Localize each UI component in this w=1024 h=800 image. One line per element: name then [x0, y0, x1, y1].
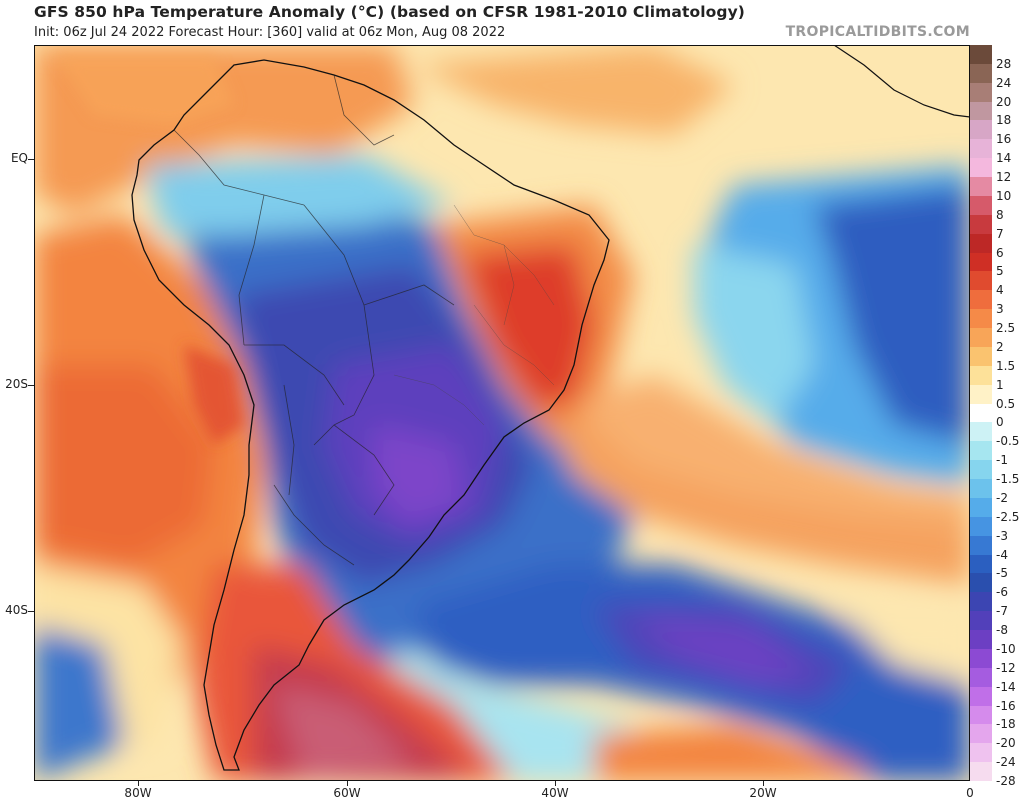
colorbar-swatch: [970, 309, 992, 329]
colorbar-swatch: [970, 743, 992, 763]
lat-label-eq: EQ: [10, 151, 28, 165]
colorbar-label: -7: [996, 604, 1008, 619]
colorbar-swatch: [970, 195, 992, 216]
colorbar-label: 1.5: [996, 358, 1016, 373]
colorbar-label: -16: [996, 698, 1016, 713]
lon-label-0: 0: [966, 786, 974, 800]
colorbar-label: 2: [996, 339, 1004, 354]
colorbar-swatch: [970, 460, 992, 480]
colorbar-label: -10: [996, 641, 1016, 656]
colorbar-swatch: [970, 648, 992, 669]
colorbar-label: 16: [996, 132, 1012, 147]
colorbar-label: -24: [996, 755, 1016, 770]
lat-label-40s: 40S: [5, 603, 28, 617]
colorbar-label: 24: [996, 75, 1012, 90]
colorbar-swatch: [970, 101, 992, 121]
lat-label-20s: 20S: [5, 377, 28, 391]
map-title: GFS 850 hPa Temperature Anomaly (°C) (ba…: [34, 3, 745, 21]
colorbar-swatch: [970, 177, 992, 197]
colorbar-label: 14: [996, 151, 1012, 166]
colorbar-swatch: [970, 724, 992, 744]
colorbar-label: 2.5: [996, 321, 1016, 336]
lon-tick: [555, 781, 556, 786]
colorbar-label: 28: [996, 56, 1012, 71]
lon-tick: [763, 781, 764, 786]
colorbar-label: -1.5: [996, 472, 1020, 487]
colorbar-swatch: [970, 271, 992, 291]
lat-tick: [28, 159, 34, 160]
colorbar-label: -12: [996, 660, 1016, 675]
colorbar-swatch: [970, 554, 992, 574]
colorbar-label: 5: [996, 264, 1004, 279]
colorbar-swatch: [970, 592, 992, 612]
lon-label-60w: 60W: [333, 786, 361, 800]
colorbar-swatch: [970, 214, 992, 235]
colorbar-swatch: [970, 45, 992, 65]
colorbar-swatch: [970, 667, 992, 688]
colorbar-label: -18: [996, 717, 1016, 732]
colorbar-label: 8: [996, 207, 1004, 222]
colorbar-swatch: [970, 365, 992, 386]
lon-tick: [347, 781, 348, 786]
colorbar-swatch: [970, 290, 992, 310]
colorbar-label: -4: [996, 547, 1008, 562]
colorbar-swatch: [970, 479, 992, 499]
colorbar-label: -3: [996, 528, 1008, 543]
anomaly-map: [34, 45, 970, 781]
colorbar-swatch: [970, 630, 992, 650]
lon-tick: [138, 781, 139, 786]
colorbar-label: 1: [996, 377, 1004, 392]
lat-tick: [28, 611, 34, 612]
colorbar-label: 6: [996, 245, 1004, 260]
colorbar-swatch: [970, 403, 992, 423]
colorbar-swatch: [970, 441, 992, 461]
colorbar-swatch: [970, 139, 992, 159]
colorbar-label: 7: [996, 226, 1004, 241]
colorbar-label: 20: [996, 94, 1012, 109]
colorbar-swatch: [970, 120, 992, 140]
colorbar-label: -20: [996, 736, 1016, 751]
lon-label-40w: 40W: [541, 786, 569, 800]
colorbar-swatch: [970, 63, 992, 84]
colorbar-label: -14: [996, 679, 1016, 694]
colorbar-swatch: [970, 233, 992, 254]
colorbar-swatch: [970, 573, 992, 593]
lon-label-80w: 80W: [124, 786, 152, 800]
colorbar-swatch: [970, 252, 992, 272]
colorbar-label: 0.5: [996, 396, 1016, 411]
colorbar-label: -5: [996, 566, 1008, 581]
colorbar-label: 4: [996, 283, 1004, 298]
colorbar-label: -0.5: [996, 434, 1020, 449]
colorbar-swatch: [970, 82, 992, 103]
colorbar-swatch: [970, 497, 992, 518]
colorbar-label: -1: [996, 453, 1008, 468]
lon-label-20w: 20W: [749, 786, 777, 800]
colorbar-swatch: [970, 762, 992, 782]
colorbar-label: 18: [996, 113, 1012, 128]
colorbar-swatch: [970, 535, 992, 556]
colorbar-swatch: [970, 686, 992, 706]
colorbar-swatch: [970, 422, 992, 442]
colorbar: [970, 45, 992, 782]
colorbar-swatch: [970, 346, 992, 367]
colorbar-label: -2: [996, 490, 1008, 505]
colorbar-label: 0: [996, 415, 1004, 430]
colorbar-label: -6: [996, 585, 1008, 600]
colorbar-label: -2.5: [996, 509, 1020, 524]
colorbar-label: 10: [996, 188, 1012, 203]
map-subtitle: Init: 06z Jul 24 2022 Forecast Hour: [36…: [34, 25, 506, 40]
colorbar-swatch: [970, 158, 992, 178]
colorbar-swatch: [970, 516, 992, 537]
colorbar-label: 12: [996, 170, 1012, 185]
colorbar-label: -8: [996, 623, 1008, 638]
colorbar-label: -28: [996, 774, 1016, 788]
colorbar-swatch: [970, 705, 992, 725]
site-brand: TROPICALTIDBITS.COM: [785, 24, 970, 40]
colorbar-swatch: [970, 328, 992, 348]
colorbar-label: 3: [996, 302, 1004, 317]
colorbar-swatch: [970, 611, 992, 631]
lat-tick: [28, 385, 34, 386]
colorbar-swatch: [970, 384, 992, 405]
